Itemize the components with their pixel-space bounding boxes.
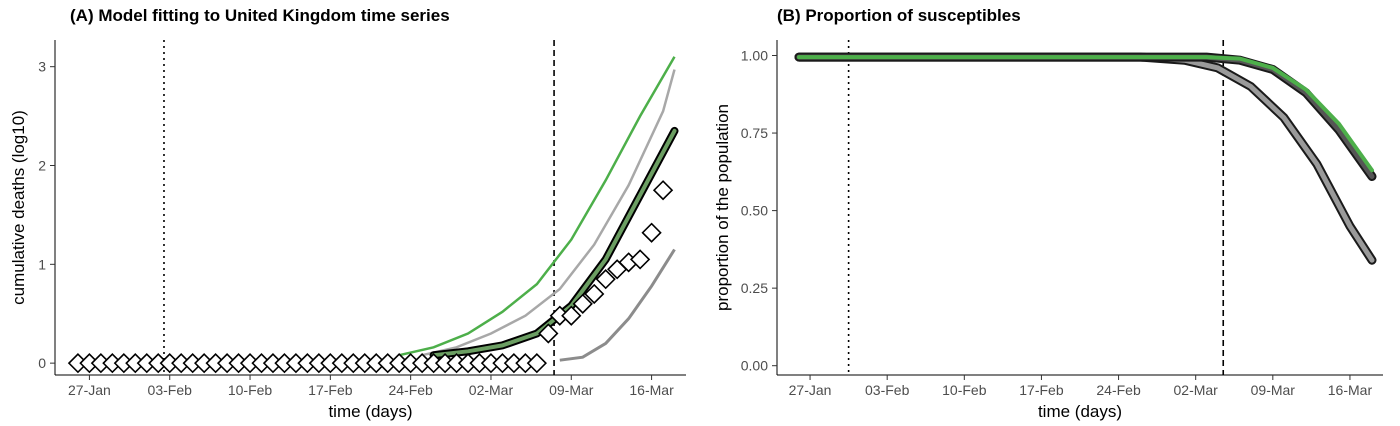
series-line-gray-upper [421, 69, 676, 357]
panel-a: (A) Model fitting to United Kingdom time… [9, 6, 686, 421]
y-tick-label: 1 [38, 256, 46, 272]
x-tick-label: 27-Jan [68, 382, 111, 398]
x-tick-label: 09-Mar [549, 382, 594, 398]
chart-b: 27-Jan 03-Feb 10-Feb 17-Feb 24-Feb 02-Mar 09-M… [713, 40, 1383, 421]
series-line-gray-lower [559, 248, 676, 362]
y-tick-label: 0.25 [741, 280, 768, 296]
x-tick-label: 24-Feb [388, 382, 433, 398]
x-tick-label: 16-Mar [1328, 382, 1373, 398]
chart-a: 27-Jan 03-Feb 10-Feb 17-Feb 24-Feb 02-Mar 09-M… [9, 40, 686, 421]
observed-point [526, 353, 547, 374]
y-tick-label: 3 [38, 59, 46, 75]
observed-point [572, 293, 593, 314]
observed-point [641, 222, 662, 243]
series-line-gray [796, 54, 1375, 263]
observed-point [561, 305, 582, 326]
x-axis-label: time (days) [1038, 402, 1122, 421]
observed-point [629, 249, 651, 270]
x-tick-label: 27-Jan [789, 382, 832, 398]
y-tick-label: 0.00 [741, 358, 768, 374]
x-tick-label: 10-Feb [942, 382, 987, 398]
panel-a-title: (A) Model fitting to United Kingdom time… [70, 6, 450, 25]
x-tick-label: 16-Mar [629, 382, 674, 398]
series-line-green-upper [398, 56, 676, 357]
panel-b: (B) Proportion of susceptibles 27-Jan 03-… [700, 0, 1400, 426]
x-tick-label: 03-Feb [148, 382, 193, 398]
x-tick-label: 17-Feb [1019, 382, 1064, 398]
y-tick-label: 1.00 [741, 48, 768, 64]
x-tick-label: 24-Feb [1096, 382, 1141, 398]
y-tick-label: 0.75 [741, 125, 768, 141]
y-axis-label: cumulative deaths (log10) [9, 110, 28, 305]
y-tick-label: 2 [38, 158, 46, 174]
observed-point [538, 323, 559, 344]
observed-point [652, 180, 674, 201]
observed-point [595, 269, 616, 290]
x-axis-label: time (days) [328, 402, 412, 421]
x-tick-label: 10-Feb [228, 382, 273, 398]
x-tick-label: 03-Feb [865, 382, 910, 398]
x-tick-label: 02-Mar [469, 382, 514, 398]
y-tick-label: 0.50 [741, 203, 768, 219]
x-tick-label: 02-Mar [1174, 382, 1219, 398]
y-axis-label: proportion of the population [713, 104, 732, 311]
observed-point [584, 283, 605, 305]
panel-b-title: (B) Proportion of susceptibles [777, 6, 1021, 25]
series-line-green [797, 55, 1374, 173]
x-tick-label: 17-Feb [308, 382, 353, 398]
series-line-gray-outline [794, 52, 1377, 265]
x-tick-label: 09-Mar [1251, 382, 1296, 398]
y-tick-label: 0 [38, 355, 46, 371]
